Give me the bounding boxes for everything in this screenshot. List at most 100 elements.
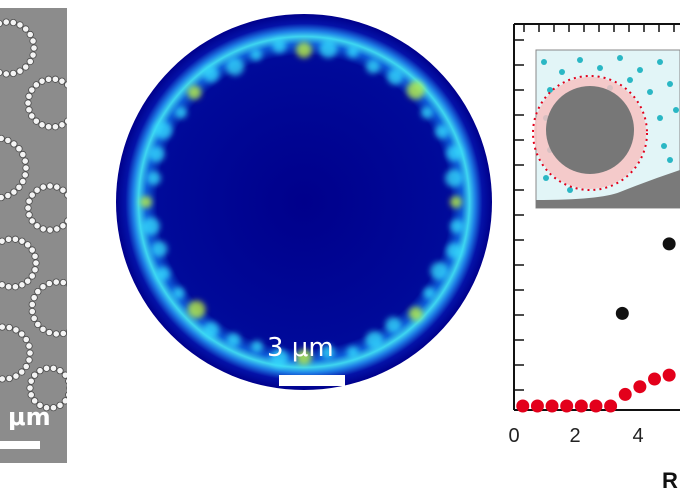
hotspot — [408, 306, 423, 321]
bead — [25, 211, 33, 219]
inset-sphere — [546, 86, 634, 174]
bead — [22, 164, 30, 172]
inset-particle — [567, 187, 573, 193]
bead — [4, 235, 13, 243]
inset-substrate — [536, 170, 680, 208]
fluorescence-image — [116, 14, 492, 390]
bead — [9, 18, 17, 27]
scale-bar-label-middle: 3 μm — [267, 333, 334, 363]
x-axis-title: R — [662, 468, 678, 493]
bead — [65, 378, 67, 385]
inset-particle — [547, 87, 553, 93]
bead — [28, 246, 36, 254]
hotspot — [366, 59, 381, 74]
hotspot — [446, 145, 463, 162]
data-point — [545, 399, 559, 413]
bead — [58, 77, 66, 85]
bead — [21, 157, 29, 165]
bead — [28, 112, 36, 120]
bead — [25, 197, 33, 205]
inset-particle — [673, 107, 679, 113]
bead — [24, 277, 32, 285]
inset-particle — [667, 81, 673, 87]
bead — [65, 391, 67, 398]
hotspot — [296, 42, 312, 58]
inset-particle — [577, 57, 583, 63]
bead — [28, 217, 36, 225]
hotspot — [365, 331, 384, 350]
bead — [4, 283, 13, 291]
hotspot — [175, 106, 188, 119]
hotspot — [140, 196, 152, 208]
bead — [10, 140, 18, 148]
hotspot — [346, 346, 359, 359]
bead — [29, 51, 37, 59]
bead — [34, 320, 42, 329]
bead — [28, 307, 36, 316]
fluorescence-panel: 3 μm — [112, 10, 497, 400]
scatter-chart: 0 2 4 R — [508, 23, 680, 493]
bead — [28, 191, 36, 199]
hotspot — [154, 121, 173, 140]
bead — [12, 326, 20, 334]
data-point — [589, 399, 603, 413]
hotspot — [203, 66, 220, 83]
hotspot — [423, 287, 436, 300]
bead — [19, 150, 27, 159]
hotspot — [251, 340, 264, 353]
hotspot — [272, 38, 287, 53]
fluorescence-disc — [116, 14, 492, 390]
hotspot — [203, 321, 220, 338]
bead — [39, 325, 47, 333]
bead — [18, 368, 26, 376]
bead-rings — [0, 18, 67, 412]
bead — [25, 342, 33, 350]
scale-bar-label-left: μm — [8, 403, 51, 431]
bead — [12, 372, 20, 380]
bead — [15, 183, 23, 191]
bead — [29, 37, 37, 45]
bead — [5, 374, 13, 383]
bead — [31, 266, 39, 274]
bead — [0, 237, 6, 245]
bead — [9, 69, 17, 78]
bead — [18, 237, 26, 245]
scale-bar-left — [0, 441, 40, 449]
bead — [61, 371, 67, 379]
hotspot — [172, 287, 185, 300]
bead — [58, 121, 66, 129]
x-tick-label-2: 2 — [569, 425, 580, 447]
bead — [31, 252, 39, 260]
data-point — [615, 306, 629, 320]
inset-schematic — [532, 49, 680, 209]
micrograph-panel-left: μm — [0, 8, 67, 463]
hotspot — [450, 219, 465, 234]
hotspot — [445, 169, 464, 188]
bead — [32, 117, 40, 125]
bead — [30, 44, 38, 52]
bead — [36, 401, 44, 409]
bead — [53, 183, 61, 191]
bead — [52, 330, 60, 338]
bead — [26, 349, 34, 357]
bead — [28, 86, 36, 94]
bead — [56, 401, 64, 409]
hotspot — [141, 217, 160, 236]
hotspot — [319, 39, 338, 58]
bead — [36, 367, 44, 375]
x-tick-label-0: 0 — [508, 425, 519, 447]
bead — [21, 171, 29, 179]
bead — [56, 367, 64, 375]
bead — [46, 226, 54, 234]
bead — [26, 57, 34, 66]
bead — [25, 106, 33, 114]
bead — [33, 186, 41, 194]
inset-particle — [559, 69, 565, 75]
bead — [61, 397, 67, 405]
hotspot — [450, 196, 462, 208]
hotspot — [346, 45, 359, 58]
inset-halo-outline — [532, 75, 648, 191]
x-tick-label-4: 4 — [632, 425, 643, 447]
bead — [34, 287, 42, 296]
bead — [28, 300, 36, 309]
